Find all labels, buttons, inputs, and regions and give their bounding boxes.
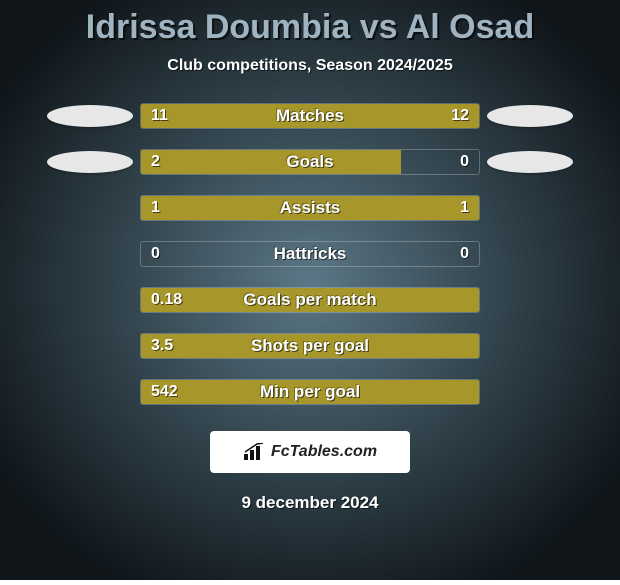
stat-bar: 0.18Goals per match	[140, 287, 480, 313]
date-text: 9 december 2024	[241, 493, 378, 513]
team-logo-right	[480, 149, 580, 175]
stat-value-right: 0	[450, 150, 479, 174]
team-logo-ellipse	[487, 151, 573, 173]
branding-badge: FcTables.com	[210, 431, 410, 473]
stat-row: 542Min per goal	[0, 379, 620, 405]
stat-fill-left	[141, 288, 479, 312]
stat-bar: 0 0Hattricks	[140, 241, 480, 267]
stat-value-right: 0	[450, 242, 479, 266]
stat-fill-left	[141, 104, 303, 128]
stat-row: 20Goals	[0, 149, 620, 175]
stat-bar: 1112Matches	[140, 103, 480, 129]
stat-fill-right	[310, 196, 479, 220]
stat-bar: 3.5Shots per goal	[140, 333, 480, 359]
stat-row: 0 0Hattricks	[0, 241, 620, 267]
team-logo-right	[480, 103, 580, 129]
stat-fill-left	[141, 150, 401, 174]
stat-value-left: 0	[141, 242, 170, 266]
team-logo-ellipse	[47, 151, 133, 173]
stat-fill-left	[141, 334, 479, 358]
stat-row: 0.18Goals per match	[0, 287, 620, 313]
subtitle: Club competitions, Season 2024/2025	[167, 57, 452, 75]
stat-row: 3.5Shots per goal	[0, 333, 620, 359]
branding-chart-icon	[243, 443, 265, 461]
branding-text: FcTables.com	[271, 443, 377, 461]
stat-fill-right	[303, 104, 479, 128]
stats-container: 1112Matches20Goals11Assists00Hattricks0.…	[0, 103, 620, 405]
stat-fill-left	[141, 380, 479, 404]
stat-label: Hattricks	[141, 242, 479, 266]
stat-fill-left	[141, 196, 310, 220]
team-logo-ellipse	[47, 105, 133, 127]
stat-bar: 542Min per goal	[140, 379, 480, 405]
page-title: Idrissa Doumbia vs Al Osad	[86, 8, 534, 47]
stat-row: 1112Matches	[0, 103, 620, 129]
team-logo-ellipse	[487, 105, 573, 127]
content-wrapper: Idrissa Doumbia vs Al Osad Club competit…	[0, 0, 620, 580]
stat-row: 11Assists	[0, 195, 620, 221]
stat-bar: 20Goals	[140, 149, 480, 175]
team-logo-left	[40, 103, 140, 129]
team-logo-left	[40, 149, 140, 175]
stat-bar: 11Assists	[140, 195, 480, 221]
